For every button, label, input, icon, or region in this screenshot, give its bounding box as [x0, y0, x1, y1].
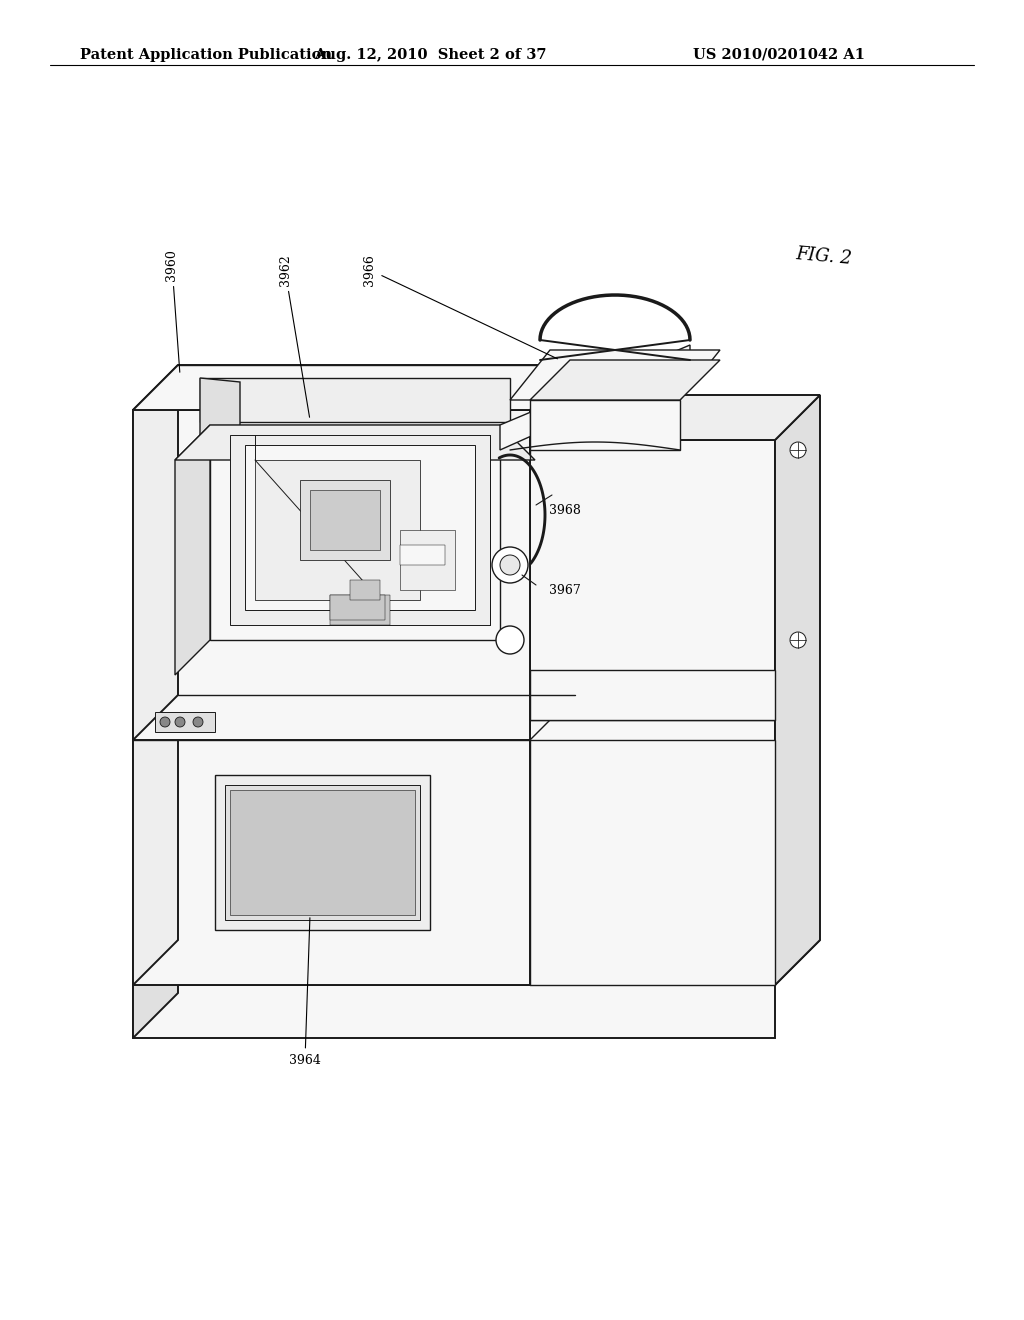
Circle shape	[790, 632, 806, 648]
Polygon shape	[133, 411, 530, 741]
Polygon shape	[775, 395, 820, 985]
Polygon shape	[245, 445, 475, 610]
Circle shape	[160, 717, 170, 727]
Polygon shape	[530, 440, 775, 985]
Polygon shape	[133, 366, 178, 741]
Polygon shape	[500, 345, 690, 450]
Text: 3968: 3968	[549, 503, 581, 516]
Polygon shape	[175, 425, 535, 459]
Polygon shape	[530, 741, 775, 985]
Polygon shape	[215, 775, 430, 931]
Polygon shape	[230, 789, 415, 915]
Polygon shape	[400, 545, 445, 565]
Polygon shape	[330, 595, 390, 624]
Polygon shape	[200, 378, 510, 422]
Polygon shape	[230, 436, 490, 624]
Circle shape	[175, 717, 185, 727]
Polygon shape	[530, 395, 820, 440]
Polygon shape	[310, 490, 380, 550]
Polygon shape	[225, 785, 420, 920]
Polygon shape	[530, 671, 775, 719]
Polygon shape	[530, 400, 680, 450]
Text: 3967: 3967	[549, 583, 581, 597]
Text: 3962: 3962	[279, 255, 309, 417]
Polygon shape	[133, 940, 178, 1038]
Polygon shape	[133, 940, 820, 985]
Polygon shape	[255, 459, 420, 601]
Polygon shape	[300, 480, 390, 560]
Text: 3960: 3960	[166, 249, 180, 372]
Circle shape	[500, 554, 520, 576]
Circle shape	[790, 442, 806, 458]
Polygon shape	[133, 696, 178, 985]
Text: Aug. 12, 2010  Sheet 2 of 37: Aug. 12, 2010 Sheet 2 of 37	[313, 48, 546, 62]
Polygon shape	[200, 378, 240, 450]
Text: 3964: 3964	[289, 917, 321, 1067]
Polygon shape	[133, 366, 575, 411]
Text: US 2010/0201042 A1: US 2010/0201042 A1	[693, 48, 865, 62]
Polygon shape	[400, 531, 455, 590]
Text: FIG. 2: FIG. 2	[795, 246, 853, 268]
Polygon shape	[350, 579, 380, 601]
Text: 3966: 3966	[364, 253, 557, 359]
Text: Patent Application Publication: Patent Application Publication	[80, 48, 332, 62]
Polygon shape	[530, 360, 720, 400]
Polygon shape	[330, 595, 385, 620]
Polygon shape	[175, 425, 210, 675]
Polygon shape	[133, 985, 775, 1038]
Circle shape	[492, 546, 528, 583]
Circle shape	[496, 626, 524, 653]
Polygon shape	[133, 741, 775, 985]
Polygon shape	[155, 711, 215, 733]
Polygon shape	[210, 425, 500, 640]
Polygon shape	[510, 350, 720, 400]
Circle shape	[193, 717, 203, 727]
